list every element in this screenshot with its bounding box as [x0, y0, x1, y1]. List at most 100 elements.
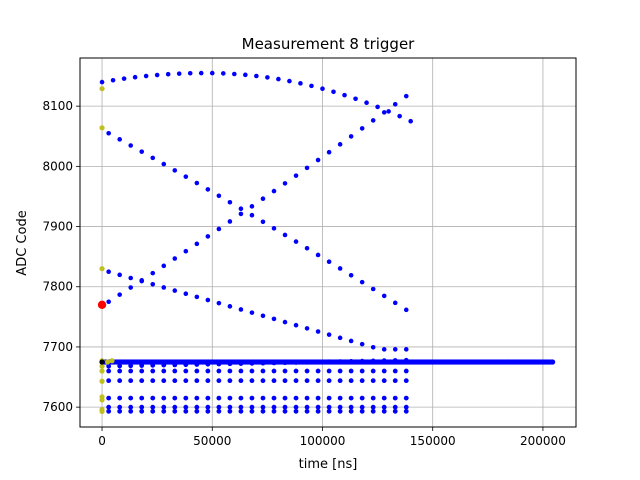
series-point: [198, 70, 204, 76]
series-point: [132, 74, 138, 80]
series-point: [337, 266, 343, 271]
series-point: [293, 395, 299, 401]
series-point: [282, 404, 288, 410]
series-point: [183, 174, 189, 179]
series-point: [128, 143, 134, 148]
start-point: [99, 408, 105, 414]
series-point: [187, 70, 193, 76]
series-point: [216, 193, 222, 199]
series-point: [128, 275, 134, 281]
series-point: [260, 219, 266, 225]
series-point: [110, 77, 116, 83]
series-point: [216, 226, 222, 232]
series-point: [161, 404, 167, 410]
start-point: [109, 358, 115, 364]
series-point: [249, 212, 255, 218]
series-point: [331, 89, 336, 95]
series-point: [337, 408, 343, 414]
series-point: [337, 142, 343, 147]
series-point: [359, 279, 365, 285]
series-point: [249, 378, 255, 384]
series-point: [381, 395, 387, 401]
series-point: [293, 173, 299, 178]
series-point: [348, 408, 354, 414]
y-tick-label: 8000: [42, 159, 73, 173]
series-point: [128, 378, 134, 384]
series-point: [128, 404, 134, 410]
series-point: [326, 149, 332, 155]
series-point: [403, 307, 409, 313]
series-point: [238, 211, 244, 217]
series-point: [227, 304, 233, 309]
series-point: [249, 368, 255, 374]
start-point: [99, 86, 105, 92]
series-point: [364, 100, 369, 106]
series-point: [287, 78, 292, 84]
series-point: [271, 368, 277, 374]
series-point: [216, 408, 222, 414]
series-point: [117, 378, 123, 384]
series-point: [154, 72, 160, 78]
series-point: [348, 368, 354, 374]
series-point: [304, 165, 310, 171]
series-point: [150, 404, 156, 410]
x-tick-label: 150000: [410, 434, 456, 448]
series-point: [216, 300, 222, 306]
series-point: [348, 272, 354, 278]
series-point: [403, 93, 409, 99]
series-point: [348, 395, 354, 401]
y-tick-label: 8100: [42, 99, 73, 113]
series-point: [117, 137, 122, 142]
series-point: [315, 252, 321, 258]
series-point: [326, 259, 332, 265]
series-point: [194, 404, 200, 410]
series-point: [271, 226, 277, 231]
series-point: [106, 404, 112, 410]
series-point: [150, 155, 156, 161]
series-point: [106, 299, 111, 305]
series-point: [348, 404, 354, 410]
series-point: [117, 272, 122, 278]
series-point: [282, 232, 288, 238]
series-point: [150, 378, 156, 384]
series-point: [397, 113, 402, 119]
y-tick-label: 7700: [42, 340, 73, 354]
series-point: [326, 378, 332, 384]
baseline-start-point: [99, 359, 105, 365]
series-point: [238, 408, 244, 414]
series-point: [298, 81, 303, 86]
series-point: [106, 378, 112, 384]
series-point: [227, 368, 233, 374]
series-point: [304, 326, 310, 331]
start-point: [99, 368, 105, 374]
x-tick-label: 100000: [300, 434, 346, 448]
series-point: [304, 395, 310, 401]
series-point: [271, 378, 277, 384]
series-point: [106, 408, 112, 414]
series-point: [194, 368, 200, 374]
series-point: [227, 404, 233, 410]
series-point: [353, 96, 358, 102]
series-point: [293, 322, 299, 328]
series-point: [150, 395, 156, 401]
series-point: [348, 338, 354, 344]
series-point: [370, 344, 376, 350]
series-point: [216, 404, 222, 410]
series-point: [282, 378, 288, 384]
series-point: [161, 161, 167, 167]
series-point: [128, 368, 134, 374]
series-point: [117, 368, 123, 374]
series-point: [260, 408, 266, 414]
series-point: [315, 378, 321, 384]
series-point: [381, 368, 387, 374]
y-tick-label: 7600: [42, 400, 73, 414]
series-point: [403, 404, 409, 410]
series-point: [309, 83, 314, 89]
chart-title: Measurement 8 trigger: [242, 35, 416, 53]
series-point: [326, 368, 332, 374]
series-point: [249, 310, 255, 315]
series-point: [304, 408, 310, 414]
series-point: [403, 395, 409, 401]
series-point: [143, 73, 149, 79]
